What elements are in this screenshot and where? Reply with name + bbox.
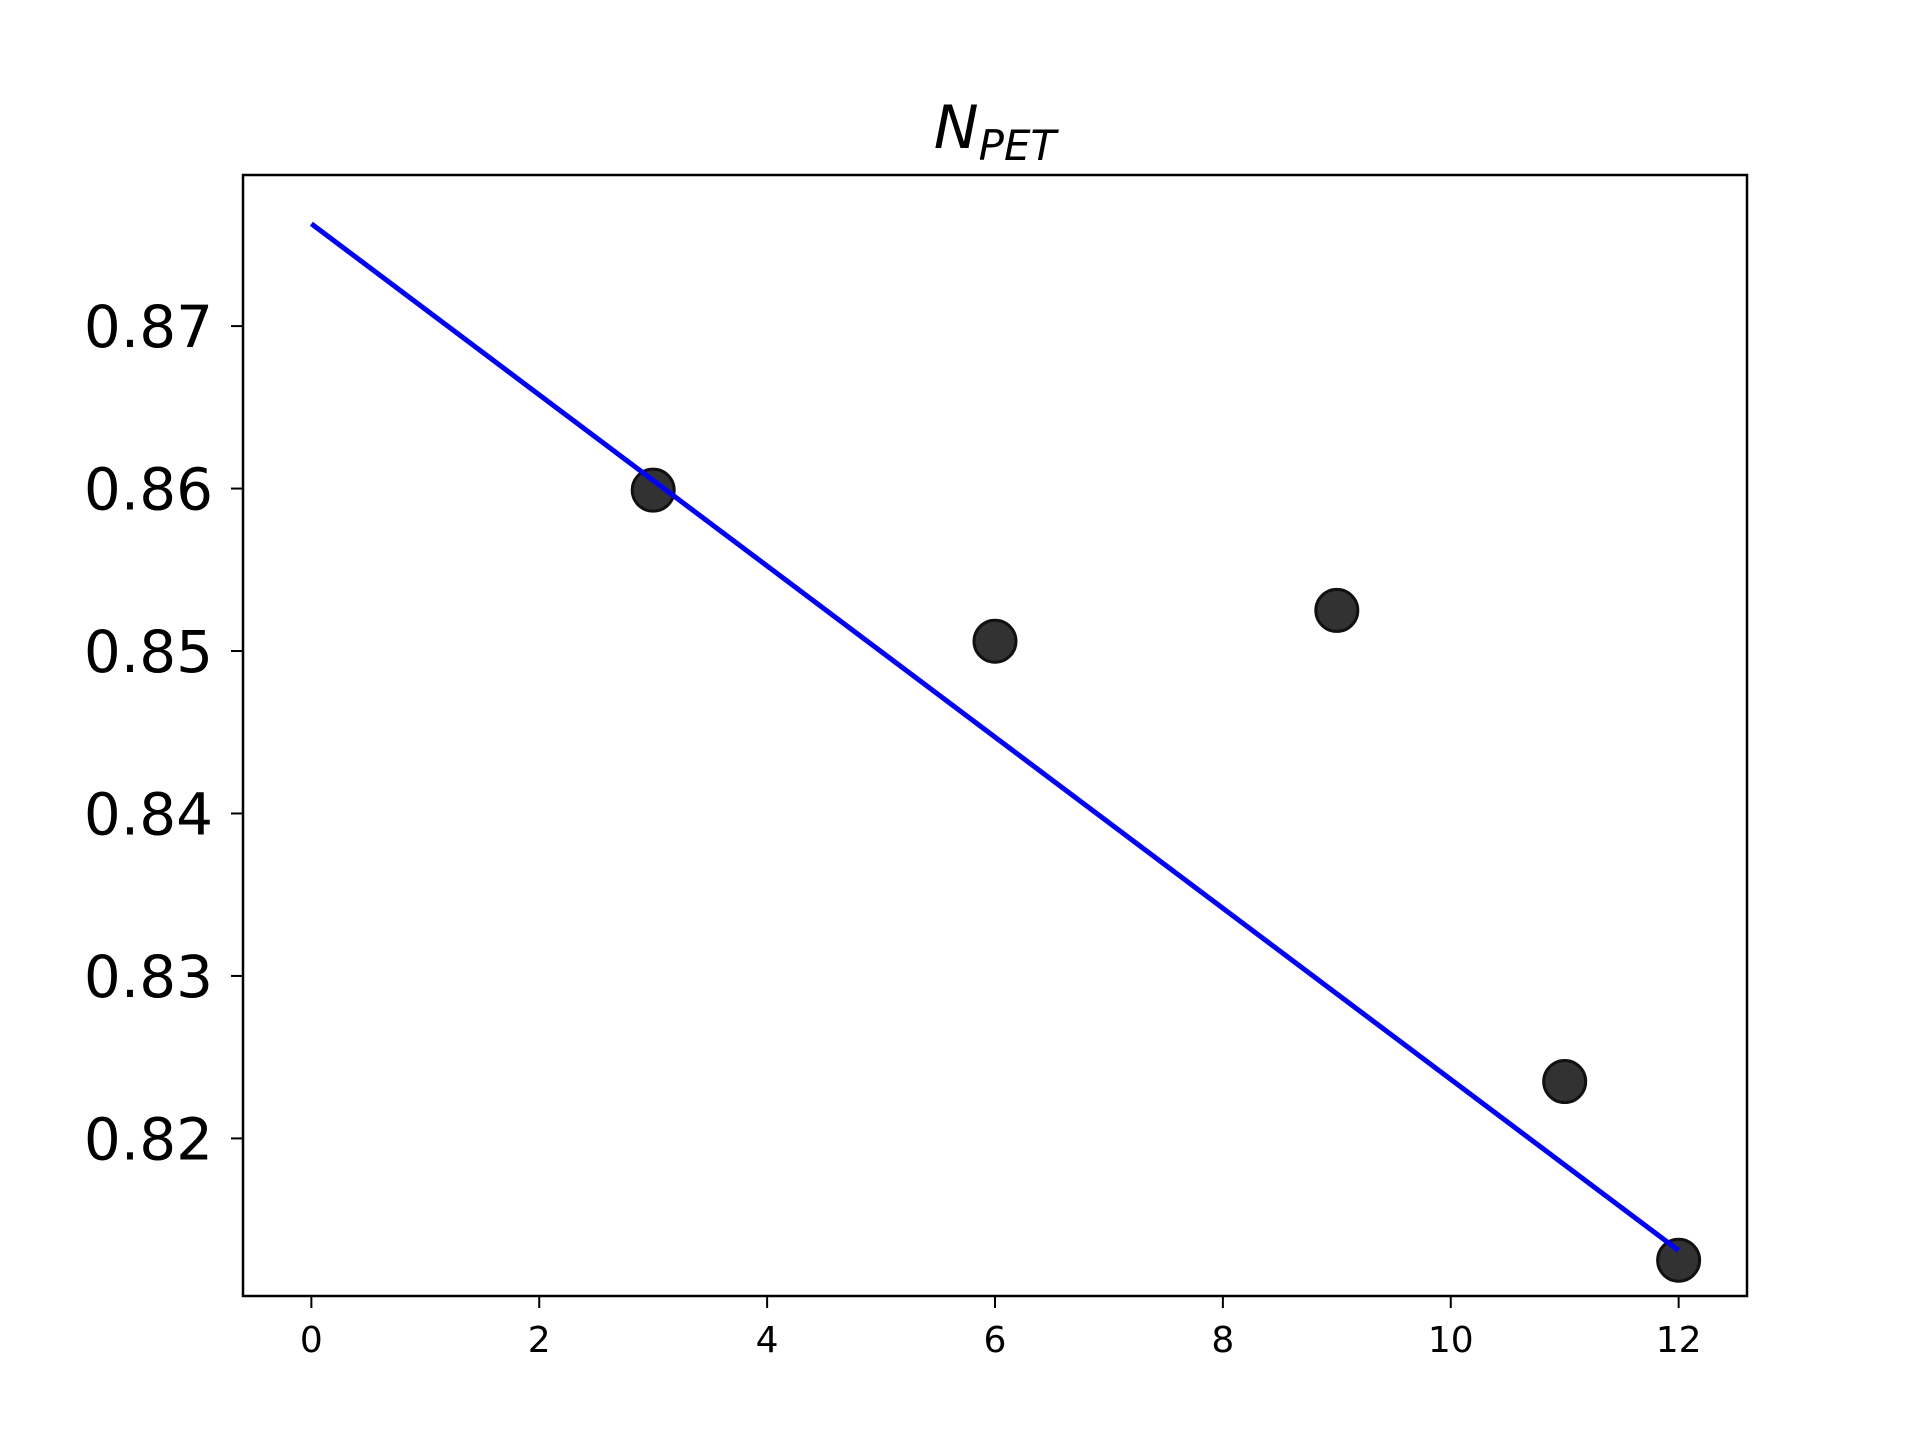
y-tick-label: 0.83	[84, 943, 213, 1011]
x-tick-label: 6	[984, 1320, 1007, 1361]
y-tick-label: 0.82	[84, 1105, 213, 1173]
plot-frame	[241, 173, 1749, 1298]
plot-area	[309, 221, 1702, 1283]
data-point	[972, 618, 1018, 664]
fit-line	[309, 221, 1681, 1253]
x-tick-label: 0	[300, 1320, 323, 1361]
chart-title-subscript: PET	[979, 121, 1060, 170]
data-point	[1314, 587, 1360, 633]
x-tick-label: 4	[756, 1320, 779, 1361]
y-tick-label: 0.84	[84, 780, 213, 848]
data-point	[1542, 1059, 1588, 1105]
x-tick-label: 8	[1211, 1320, 1234, 1361]
y-tick-label: 0.87	[84, 293, 213, 361]
chart-title-main: N	[934, 93, 979, 163]
axes-ticks: 0 2 4 6 8 10 12 0.82 0.83 0.84 0.85 0.86 0.87	[84, 293, 1702, 1361]
x-tick-label: 2	[528, 1320, 551, 1361]
y-tick-label: 0.85	[84, 618, 213, 686]
data-point	[630, 467, 676, 513]
chart-title: NPET	[934, 93, 1060, 170]
y-tick-label: 0.86	[84, 456, 213, 524]
data-point	[1656, 1237, 1702, 1283]
x-tick-label: 10	[1428, 1320, 1474, 1361]
x-tick-label: 12	[1656, 1320, 1702, 1361]
